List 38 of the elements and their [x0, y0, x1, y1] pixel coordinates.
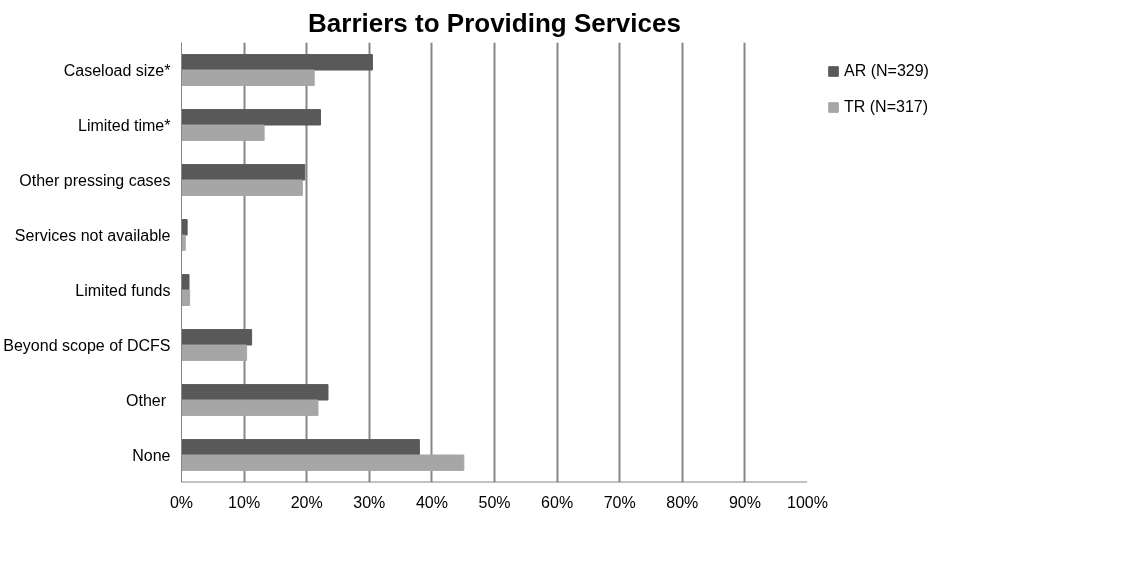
- x-tick-label: 100%: [787, 493, 828, 511]
- bar: [181, 329, 253, 346]
- x-tick-label: 10%: [228, 493, 261, 511]
- bar: [181, 54, 373, 71]
- bar: [181, 234, 186, 251]
- bar: [181, 454, 465, 471]
- x-tick-label: 60%: [541, 493, 574, 511]
- bar: [181, 439, 420, 456]
- bar: [181, 274, 190, 291]
- y-tick-label: Beyond scope of DCFS: [3, 336, 171, 354]
- bar: [181, 124, 265, 141]
- x-tick-label: 20%: [290, 493, 323, 511]
- legend-label: TR (N=317): [844, 98, 929, 116]
- bar: [181, 289, 191, 306]
- y-tick-label: Limited time*: [78, 116, 171, 134]
- bar: [181, 399, 319, 416]
- legend-label: AR (N=329): [844, 62, 929, 80]
- x-tick-label: 30%: [353, 493, 386, 511]
- x-tick-label: 90%: [728, 493, 761, 511]
- bar: [181, 69, 315, 86]
- y-tick-label: None: [132, 446, 171, 464]
- bar: [181, 344, 248, 361]
- chart-title: Barriers to Providing Services: [308, 7, 681, 38]
- bar: [181, 384, 329, 401]
- y-tick-label: Services not available: [14, 226, 171, 244]
- bar: [181, 164, 306, 181]
- bar: [181, 219, 188, 236]
- x-tick-label: 50%: [478, 493, 511, 511]
- x-tick-label: 0%: [169, 493, 194, 511]
- y-tick-label: Caseload size*: [63, 61, 171, 79]
- x-tick-label: 40%: [415, 493, 448, 511]
- x-tick-label: 80%: [666, 493, 699, 511]
- bar: [181, 179, 303, 196]
- y-tick-label: Limited funds: [75, 281, 171, 299]
- x-tick-label: 70%: [603, 493, 636, 511]
- bar: [181, 109, 321, 126]
- y-tick-label: Other pressing cases: [19, 171, 171, 189]
- y-tick-label: Other: [126, 391, 167, 409]
